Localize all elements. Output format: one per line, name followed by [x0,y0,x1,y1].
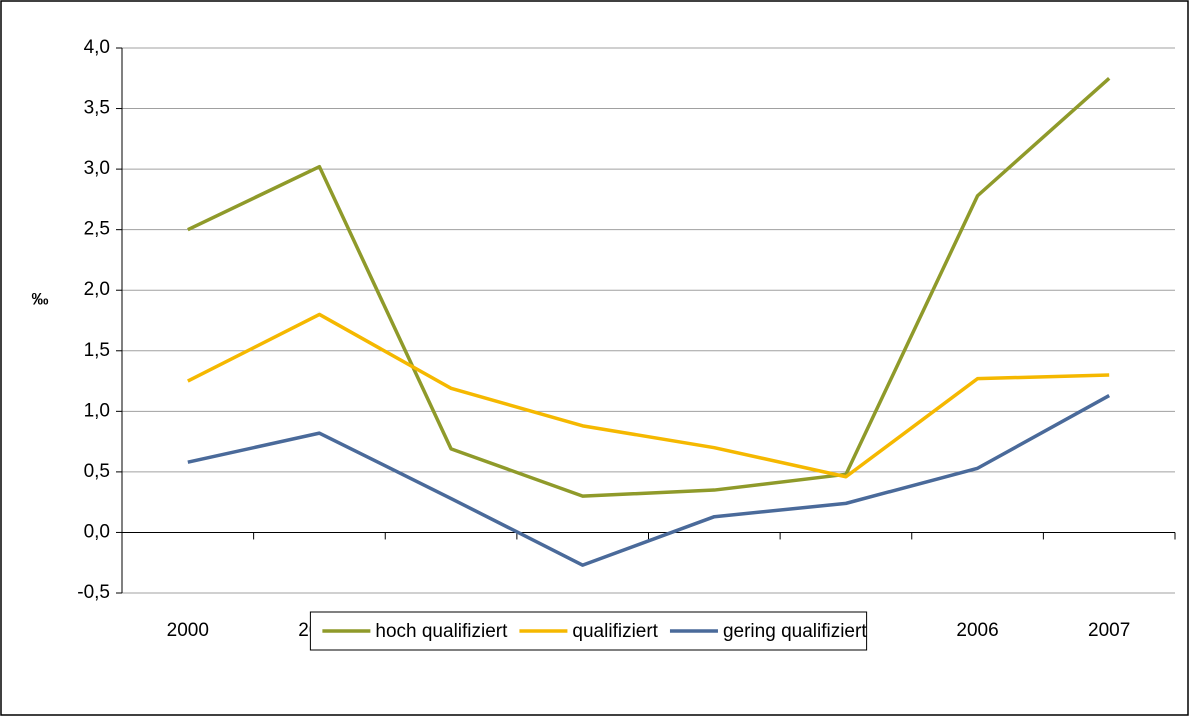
line-series [187,312,1110,479]
x-tick-label: 2006 [956,620,998,641]
line-series [187,76,1111,498]
x-tick-label: 2007 [1088,620,1130,641]
line-series [187,394,1111,567]
y-tick-label: 1,5 [84,340,110,361]
y-axis-label: ‰ [32,289,49,308]
y-tick-label: 1,0 [84,400,110,421]
y-tick-label: 2,0 [84,279,110,300]
y-tick-label: 2,5 [84,219,110,240]
legend-label: hoch qualifiziert [375,621,508,642]
legend-label: gering qualifiziert [723,621,867,642]
y-tick-label: 0,0 [84,521,110,542]
x-tick-label: 2000 [167,620,209,641]
y-tick-label: 3,0 [84,158,110,179]
y-tick-label: 3,5 [84,98,110,119]
y-tick-label: -0,5 [77,582,110,603]
legend-box [309,611,868,651]
y-tick-label: 4,0 [84,37,110,58]
y-tick-label: 0,5 [84,461,110,482]
legend-label: qualifiziert [572,621,658,642]
